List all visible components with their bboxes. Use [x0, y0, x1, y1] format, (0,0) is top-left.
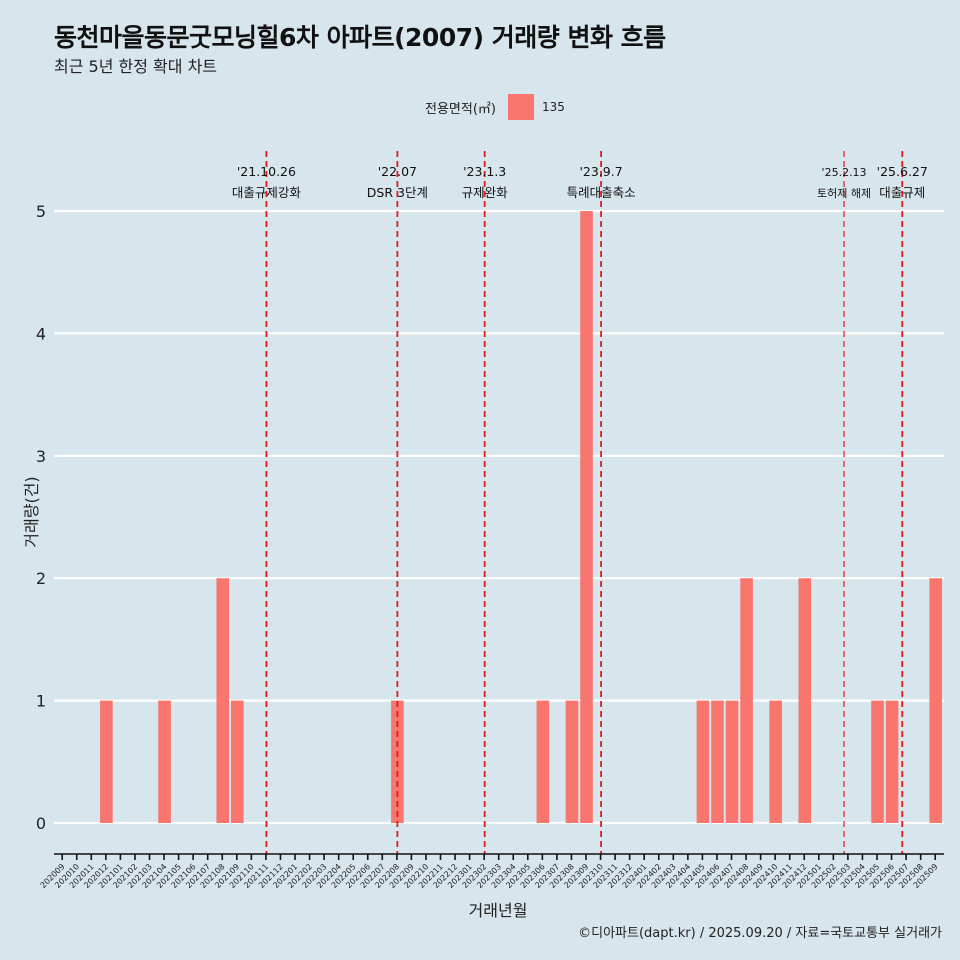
y-tick-label: 4: [36, 324, 46, 343]
y-axis: 0 1 2 3 4 5: [36, 202, 46, 833]
chart-subtitle: 최근 5년 한정 확대 차트: [54, 57, 218, 76]
y-tick-label: 1: [36, 692, 46, 711]
bar: [158, 700, 171, 823]
event-label: 대출규제: [879, 185, 925, 200]
grid-lines: [54, 209, 944, 825]
bar: [725, 700, 739, 823]
legend-swatch: [507, 94, 534, 120]
bar: [769, 700, 782, 823]
event-date: '23.1.3: [463, 164, 506, 179]
bar: [798, 578, 812, 823]
x-axis-label: 거래년월: [468, 901, 528, 920]
bar: [565, 700, 579, 823]
y-tick-label: 3: [36, 447, 46, 466]
event-date: '25.2.13: [822, 166, 867, 179]
event-date: '23.9.7: [579, 164, 622, 179]
bar: [711, 700, 724, 823]
bar: [100, 700, 113, 823]
event-label: 특례대출축소: [567, 185, 636, 200]
bar: [231, 700, 244, 823]
event-date: '21.10.26: [237, 164, 296, 179]
y-tick-label: 2: [36, 569, 46, 588]
chart-title: 동천마을동문굿모닝힐6차 아파트(2007) 거래량 변화 흐름: [54, 23, 666, 52]
bar: [580, 211, 593, 823]
bars: [100, 211, 943, 823]
bar: [871, 700, 884, 823]
y-tick-label: 5: [36, 202, 46, 221]
bar: [929, 578, 943, 823]
y-axis-label: 거래량(건): [22, 476, 41, 548]
event-label: DSR 3단계: [367, 185, 428, 200]
source-caption: ©디아파트(dapt.kr) / 2025.09.20 / 자료=국토교통부 실…: [578, 926, 942, 941]
bar: [740, 578, 753, 823]
y-tick-label: 0: [36, 814, 46, 833]
event-date: '25.6.27: [877, 164, 928, 179]
event-date: '22.07: [378, 164, 417, 179]
legend-label: 135: [541, 100, 565, 114]
bar: [696, 700, 710, 823]
event-label: 대출규제강화: [232, 185, 302, 200]
legend: 전용면적(㎡) 135: [425, 94, 565, 120]
event-label: 규제완화: [462, 185, 509, 200]
bar: [885, 700, 899, 823]
event-markers: '21.10.26 대출규제강화 '22.07 DSR 3단계 '23.1.3 규제완화 '…: [232, 151, 928, 854]
x-axis: 2020092020102020112020122021012021022021…: [39, 853, 944, 890]
legend-title: 전용면적(㎡): [425, 101, 496, 117]
bar: [536, 700, 550, 823]
bar: [216, 578, 230, 823]
event-label: 토허제 해제: [817, 186, 871, 200]
